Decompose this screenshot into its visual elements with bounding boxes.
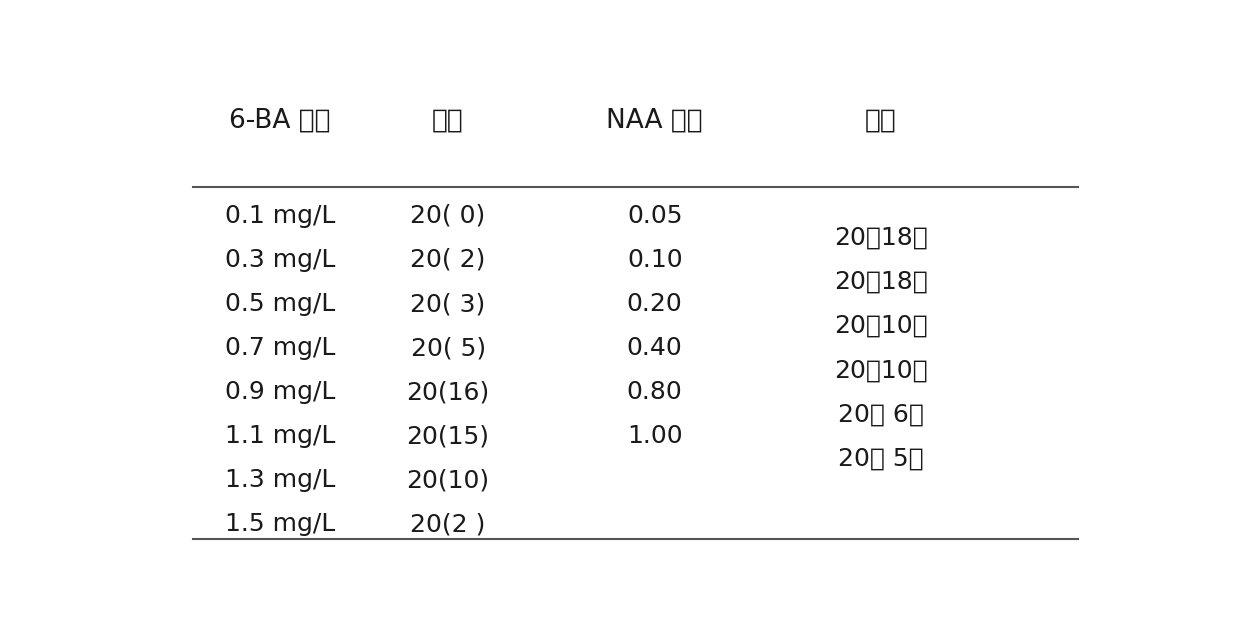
Text: 0.40: 0.40 [627,336,682,360]
Text: 20( 5): 20( 5) [410,336,486,360]
Text: 20( 2): 20( 2) [410,248,486,272]
Text: 20（18）: 20（18） [833,270,928,294]
Text: 0.1 mg/L: 0.1 mg/L [224,204,335,228]
Text: 1.3 mg/L: 1.3 mg/L [224,468,335,492]
Text: 0.5 mg/L: 0.5 mg/L [224,292,335,316]
Text: 6-BA 浓度: 6-BA 浓度 [229,107,331,134]
Text: 20(10): 20(10) [407,468,490,492]
Text: 0.05: 0.05 [627,204,682,228]
Text: 0.3 mg/L: 0.3 mg/L [224,248,335,272]
Text: 1.1 mg/L: 1.1 mg/L [224,424,335,448]
Text: 茎段: 茎段 [433,107,464,134]
Text: 0.7 mg/L: 0.7 mg/L [224,336,335,360]
Text: 茎段: 茎段 [864,107,897,134]
Text: 1.00: 1.00 [627,424,682,448]
Text: 20（10）: 20（10） [833,314,928,338]
Text: 20（18）: 20（18） [833,226,928,250]
Text: 20（ 5）: 20（ 5） [838,446,924,470]
Text: 20(15): 20(15) [407,424,490,448]
Text: 20( 3): 20( 3) [410,292,486,316]
Text: 20（10）: 20（10） [833,358,928,382]
Text: 0.80: 0.80 [627,380,682,404]
Text: 1.5 mg/L: 1.5 mg/L [224,513,335,536]
Text: NAA 浓度: NAA 浓度 [606,107,703,134]
Text: 20( 0): 20( 0) [410,204,486,228]
Text: 20(2 ): 20(2 ) [410,513,486,536]
Text: 20(16): 20(16) [407,380,490,404]
Text: 0.20: 0.20 [627,292,682,316]
Text: 0.10: 0.10 [627,248,682,272]
Text: 20（ 6）: 20（ 6） [837,402,924,426]
Text: 0.9 mg/L: 0.9 mg/L [224,380,335,404]
